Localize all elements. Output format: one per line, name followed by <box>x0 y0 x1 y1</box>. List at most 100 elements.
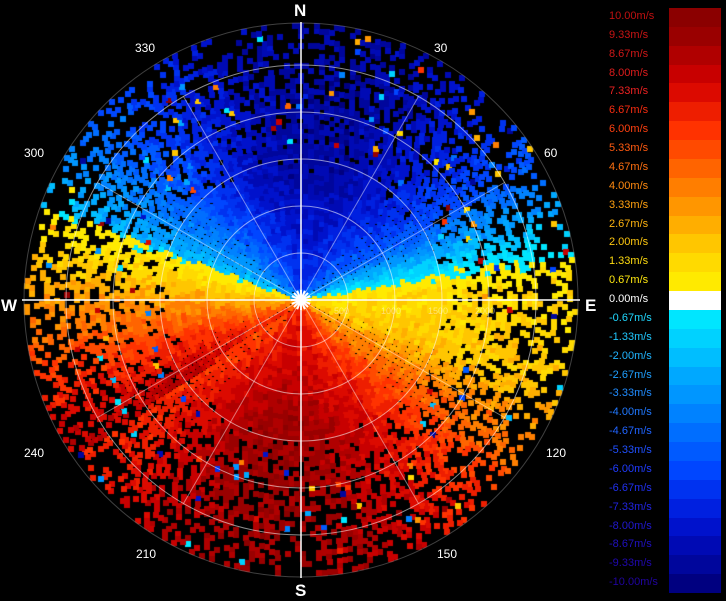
bearing-spoke <box>300 299 505 418</box>
legend-swatch <box>669 158 721 179</box>
legend-swatch <box>669 253 721 273</box>
legend-swatch <box>669 215 721 235</box>
compass-west-label: W <box>1 296 18 315</box>
legend-swatch <box>669 309 721 330</box>
legend-label: 6.67m/s <box>609 104 649 117</box>
legend-label: 2.67m/s <box>609 217 649 230</box>
legend-swatch <box>669 479 721 500</box>
legend-row: -8.00m/s <box>607 517 721 537</box>
legend-label: 8.67m/s <box>609 47 649 60</box>
bearing-spoke <box>97 299 302 418</box>
legend-label: 10.00m/s <box>609 10 655 22</box>
legend-row: -4.67m/s <box>607 423 721 443</box>
legend-swatch <box>669 498 721 518</box>
velocity-color-legend: 10.00m/s 9.33m/s 8.67m/s 8.00m/s 7.33m/s 6.67… <box>607 8 721 594</box>
bearing-label-210: 210 <box>136 547 157 561</box>
legend-swatch <box>669 460 721 481</box>
legend-row: 6.67m/s <box>607 102 721 122</box>
bearing-label-240: 240 <box>24 446 45 460</box>
bearing-label-330: 330 <box>135 41 156 55</box>
legend-row: -1.33m/s <box>607 328 721 349</box>
legend-row: -3.33m/s <box>607 385 721 405</box>
legend-row: -6.00m/s <box>607 460 721 481</box>
legend-label: -6.67m/s <box>609 481 652 494</box>
legend-label: -10.00m/s <box>609 576 658 589</box>
bearing-spoke <box>300 299 419 504</box>
legend-swatch <box>669 536 721 556</box>
legend-swatch <box>669 442 721 462</box>
legend-label: 1.33m/s <box>609 255 649 268</box>
legend-row: 2.67m/s <box>607 215 721 235</box>
legend-row: -2.67m/s <box>607 366 721 386</box>
legend-swatch <box>669 328 721 349</box>
legend-row: -10.00m/s <box>607 574 721 594</box>
range-label: 2000 <box>475 306 495 316</box>
bearing-label-300: 300 <box>24 146 45 160</box>
legend-label: 8.00m/s <box>609 66 649 79</box>
legend-swatch <box>669 177 721 198</box>
legend-label: -6.00m/s <box>609 462 652 475</box>
legend-label: -4.00m/s <box>609 406 652 419</box>
legend-swatch <box>669 8 721 28</box>
legend-swatch <box>669 196 721 217</box>
compass-north-label: N <box>294 1 307 20</box>
legend-label: 5.33m/s <box>609 142 649 155</box>
bearing-spoke <box>300 96 419 301</box>
legend-row: 0.00m/s <box>607 291 721 311</box>
bearing-label-30: 30 <box>434 41 448 55</box>
legend-label: -8.00m/s <box>609 519 652 532</box>
legend-label: -4.67m/s <box>609 425 652 438</box>
bearing-label-60: 60 <box>544 146 558 160</box>
legend-swatch <box>669 64 721 84</box>
bearing-spoke <box>97 182 302 301</box>
legend-label: 0.00m/s <box>609 293 649 306</box>
legend-swatch <box>669 140 721 160</box>
legend-row: -9.33m/s <box>607 555 721 575</box>
bearing-spoke <box>300 182 505 301</box>
legend-row: 5.33m/s <box>607 140 721 160</box>
legend-label: 9.33m/s <box>609 28 649 41</box>
legend-label: -0.67m/s <box>609 311 652 324</box>
range-label: 1000 <box>381 306 401 316</box>
legend-swatch <box>669 45 721 66</box>
legend-swatch <box>669 574 721 594</box>
bearing-spoke <box>183 96 302 301</box>
legend-row: 0.67m/s <box>607 272 721 292</box>
legend-row: -6.67m/s <box>607 479 721 500</box>
range-label: 1500 <box>428 306 448 316</box>
legend-swatch <box>669 555 721 575</box>
legend-row: -0.67m/s <box>607 309 721 330</box>
legend-row: 9.33m/s <box>607 26 721 47</box>
legend-label: 4.67m/s <box>609 160 649 173</box>
bearing-label-120: 120 <box>546 446 567 460</box>
legend-label: 2.00m/s <box>609 236 649 249</box>
radar-center-marker <box>296 290 302 301</box>
legend-label: 3.33m/s <box>609 198 649 211</box>
legend-swatch <box>669 26 721 47</box>
legend-label: -8.67m/s <box>609 538 652 551</box>
legend-swatch <box>669 517 721 537</box>
legend-label: 6.00m/s <box>609 123 649 136</box>
legend-swatch <box>669 404 721 424</box>
legend-row: 4.00m/s <box>607 177 721 198</box>
legend-row: 10.00m/s <box>607 8 721 28</box>
legend-row: 1.33m/s <box>607 253 721 273</box>
legend-swatch <box>669 272 721 292</box>
legend-row: 2.00m/s <box>607 234 721 254</box>
legend-row: 6.00m/s <box>607 121 721 141</box>
legend-swatch <box>669 83 721 103</box>
legend-swatch <box>669 291 721 311</box>
bearing-label-150: 150 <box>437 547 458 561</box>
legend-swatch <box>669 102 721 122</box>
legend-swatch <box>669 234 721 254</box>
legend-label: 7.33m/s <box>609 85 649 98</box>
legend-row: 8.00m/s <box>607 64 721 84</box>
legend-label: 4.00m/s <box>609 179 649 192</box>
legend-row: -8.67m/s <box>607 536 721 556</box>
legend-row: -7.33m/s <box>607 498 721 518</box>
legend-label: -2.00m/s <box>609 349 652 362</box>
legend-swatch <box>669 347 721 368</box>
legend-label: -2.67m/s <box>609 368 652 381</box>
legend-label: 0.67m/s <box>609 274 649 287</box>
